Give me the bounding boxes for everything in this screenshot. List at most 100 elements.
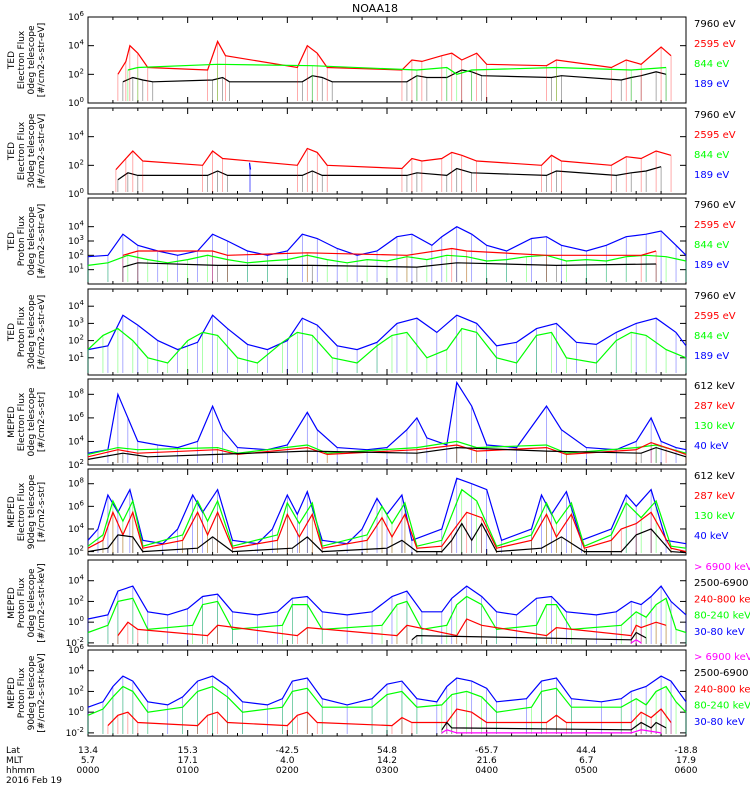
x-tick-label: -42.5 (276, 746, 299, 756)
y-axis-label-line: 90deg telescope (27, 474, 37, 549)
series-line (87, 595, 687, 634)
series-line (87, 585, 687, 620)
y-axis-label-line: Proton Flux (17, 577, 27, 628)
legend-entry: 189 eV (694, 79, 729, 90)
legend-entry: 130 keV (694, 511, 735, 522)
legend-entry: 130 keV (694, 421, 735, 432)
y-axis-label-line: MEPED (7, 406, 17, 438)
x-tick-label: 17.9 (676, 756, 696, 766)
series-line (87, 522, 687, 554)
y-tick-label: 104 (68, 522, 84, 535)
y-axis-label-line: 90deg telescope (27, 655, 37, 730)
legend-entry: 612 keV (694, 471, 735, 482)
y-axis-label: TEDProton Flux0deg telescope[#/cm2-s-str… (7, 204, 47, 279)
series-line (87, 441, 687, 458)
y-axis-label-line: MEPED (7, 587, 17, 619)
legend-entry: 2500-6900 (694, 668, 749, 679)
y-axis-label-line: [#/cm2-s-str-eV] (37, 23, 47, 98)
y-axis-label-line: Electron Flux (17, 392, 27, 451)
series-line (122, 262, 657, 268)
y-axis-label-line: Proton Flux (17, 667, 27, 718)
x-tick-label: 0100 (176, 766, 199, 776)
y-tick-label: 104 (68, 220, 84, 233)
y-tick-label: 106 (68, 10, 84, 23)
series-line (87, 685, 687, 716)
y-axis-label-line: 0deg telescope (27, 206, 37, 276)
y-axis-label: TEDElectron Flux30deg telescope[#/cm2-s-… (7, 113, 47, 188)
legend-entry: > 6900 keV (694, 652, 750, 663)
legend-entry: 80-240 keV (694, 611, 750, 622)
series-line (117, 166, 662, 181)
legend-entry: 844 eV (694, 59, 729, 70)
y-axis-label-line: [#/cm2-s-str-eV] (37, 204, 47, 279)
y-axis-label-line: 0deg telescope (27, 25, 37, 95)
y-axis-label-line: TED (7, 51, 17, 70)
series-line (441, 721, 667, 731)
legend-entry: 7960 eV (694, 200, 736, 211)
x-tick-label: 44.4 (576, 746, 596, 756)
panel-ted-electron-30deg: 100 102 104 TEDElectron Flux30deg telescope… (7, 107, 736, 200)
x-tick-label: -18.8 (674, 746, 698, 756)
x-tick-label: 0500 (575, 766, 598, 776)
x-tick-label: 17.1 (178, 756, 198, 766)
y-axis-label-line: Electron Flux (17, 482, 27, 541)
y-axis-label-line: 0deg telescope (27, 387, 37, 457)
x-tick-label: -65.7 (475, 746, 498, 756)
y-tick-label: 108 (68, 387, 84, 400)
y-axis-label-line: TED (7, 142, 17, 161)
x-tick-label: 0300 (376, 766, 399, 776)
y-tick-label: 103 (68, 234, 84, 247)
y-axis-label: MEPEDProton Flux90deg telescope[#/cm2-s-… (7, 653, 47, 732)
y-tick-label: 102 (68, 545, 84, 558)
series-line (122, 247, 657, 256)
legend-entry: 2595 eV (694, 311, 736, 322)
legend-entry: 7960 eV (694, 110, 736, 121)
y-tick-label: 104 (68, 130, 84, 143)
y-tick-label: 108 (68, 477, 84, 490)
series-line (87, 380, 687, 454)
legend-entry: 240-800 ke (694, 684, 750, 695)
legend-entry: 240-800 ke (694, 594, 750, 605)
legend-entry: 40 keV (694, 531, 728, 542)
legend-entry: 2595 eV (694, 39, 736, 50)
series-line (87, 488, 687, 549)
y-axis-label-line: [#/cm2-s-str-keV] (37, 563, 47, 642)
y-tick-label: 10-2 (66, 726, 84, 739)
series-line (441, 729, 662, 734)
y-tick-label: 106 (68, 411, 84, 424)
x-row-label: MLT (6, 756, 24, 766)
y-axis-label-line: 0deg telescope (27, 568, 37, 638)
y-tick-label: 102 (68, 334, 84, 347)
x-tick-label: 14.2 (377, 756, 397, 766)
y-axis-label-line: TED (7, 323, 17, 342)
x-tick-label: 6.7 (579, 756, 593, 766)
y-axis-label-line: Electron Flux (17, 121, 27, 180)
series-line (115, 147, 672, 171)
y-axis-label: MEPEDProton Flux0deg telescope[#/cm2-s-s… (7, 563, 47, 642)
series-line (87, 226, 687, 258)
legend-entry: 40 keV (694, 441, 728, 452)
series-line (107, 708, 672, 727)
x-tick-label: 54.8 (377, 746, 397, 756)
legend-entry: 189 eV (694, 260, 729, 271)
series-line (87, 254, 687, 266)
series-line (122, 69, 667, 83)
y-tick-label: 104 (68, 434, 84, 447)
series-line (87, 446, 687, 460)
y-tick-label: 100 (68, 705, 84, 718)
legend-entry: 80-240 keV (694, 701, 750, 712)
y-axis-label-line: Proton Flux (17, 306, 27, 357)
y-tick-label: 104 (68, 664, 84, 677)
x-tick-label: 5.7 (81, 756, 95, 766)
legend-entry: 189 eV (694, 170, 729, 181)
legend-entry: 2595 eV (694, 130, 736, 141)
figure-title: NOAA18 (352, 2, 398, 15)
legend-entry: 30-80 keV (694, 717, 745, 728)
legend-entry: 844 eV (694, 150, 729, 161)
x-tick-label: 13.4 (78, 746, 98, 756)
